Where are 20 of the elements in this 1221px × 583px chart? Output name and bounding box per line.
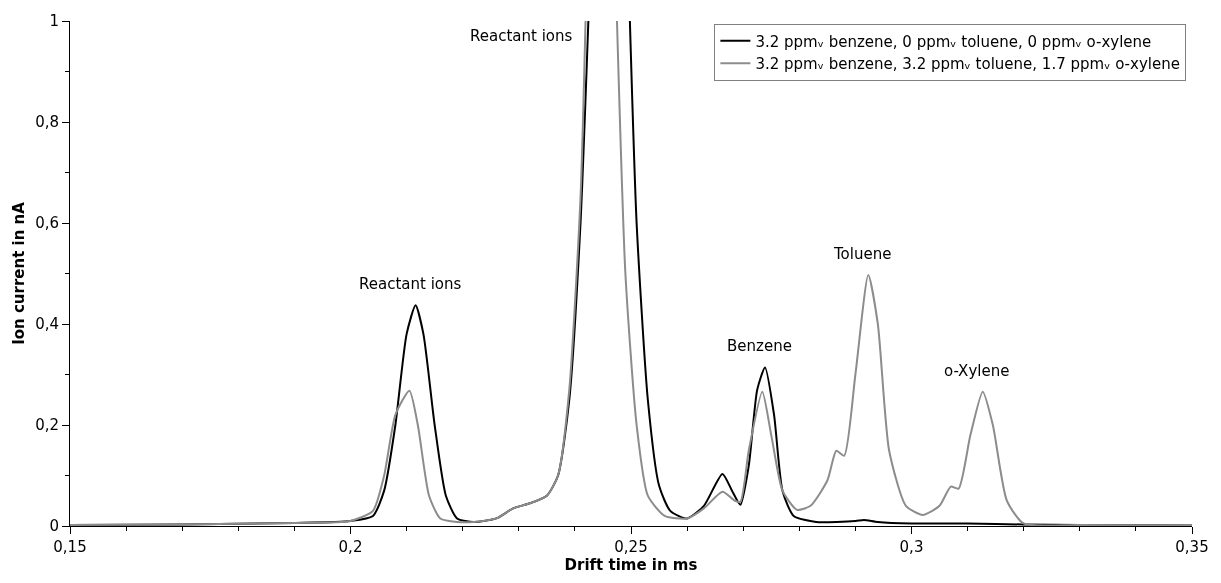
y-tick-label: 0,4 <box>35 315 59 334</box>
x-tick-label: 0,15 <box>53 538 87 556</box>
x-tick-label: 0,35 <box>1175 538 1209 556</box>
y-tick-label: 0,2 <box>35 416 59 435</box>
annotation: Benzene <box>727 337 792 355</box>
x-axis-title: Drift time in ms <box>564 556 698 574</box>
annotation: Reactant ions <box>359 275 462 293</box>
annotation: o-Xylene <box>944 362 1010 380</box>
annotation: Reactant ions <box>470 27 573 45</box>
y-axis-title: Ion current in nA <box>10 201 29 345</box>
y-tick-label: 0,8 <box>35 113 59 132</box>
legend-label: 3.2 ppmᵥ benzene, 0 ppmᵥ toluene, 0 ppmᵥ o-xylene <box>755 32 1152 51</box>
y-tick-label: 1 <box>49 12 59 31</box>
x-tick-label: 0,2 <box>338 538 363 556</box>
x-tick-label: 0,25 <box>614 538 648 556</box>
annotation: Toluene <box>833 245 892 263</box>
y-tick-label: 0 <box>49 517 59 536</box>
x-tick-label: 0,3 <box>899 538 924 556</box>
y-tick-label: 0,6 <box>35 214 59 233</box>
legend-label: 3.2 ppmᵥ benzene, 3.2 ppmᵥ toluene, 1.7 ppmᵥ o-xylene <box>755 55 1180 74</box>
